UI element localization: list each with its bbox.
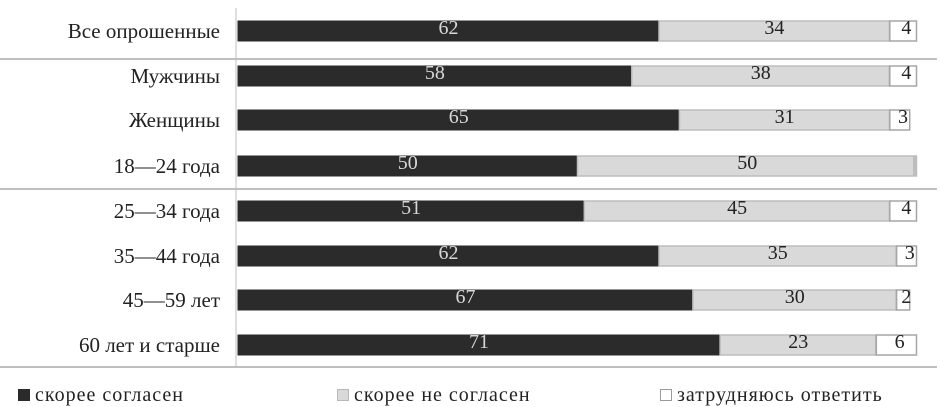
bar-undecided (889, 65, 918, 87)
value-label-disagree: 30 (785, 286, 805, 308)
category-label: 35—44 года (114, 244, 221, 268)
value-label-agree: 71 (469, 331, 489, 353)
value-label-agree: 62 (439, 17, 459, 39)
bar-undecided (889, 109, 911, 131)
bar-undecided (889, 200, 918, 222)
category-label: Женщины (129, 108, 220, 132)
legend-item-agree: скорее согласен (18, 384, 184, 406)
value-label-undecided: 4 (901, 17, 911, 39)
legend-label-undecided: затрудняюсь ответить (677, 384, 883, 406)
legend: скорее согласен скорее не согласен затру… (0, 384, 949, 407)
value-label-undecided: 2 (901, 286, 911, 308)
value-label-undecided: 3 (905, 242, 915, 264)
value-label-disagree: 23 (788, 331, 808, 353)
legend-item-undecided: затрудняюсь ответить (660, 384, 883, 406)
legend-label-agree: скорее согласен (35, 384, 184, 406)
category-label: 18—24 года (114, 154, 221, 178)
value-label-agree: 65 (449, 106, 469, 128)
value-label-undecided: 6 (895, 331, 905, 353)
category-label: 60 лет и старше (79, 333, 220, 357)
value-label-undecided: 4 (901, 197, 911, 219)
value-label-disagree: 34 (764, 17, 784, 39)
value-label-disagree: 35 (768, 242, 788, 264)
category-label: 25—34 года (114, 199, 221, 223)
legend-swatch-undecided (660, 389, 672, 401)
legend-label-disagree: скорее не согласен (354, 384, 531, 406)
bar-undecided (875, 334, 918, 356)
value-label-disagree: 50 (737, 152, 757, 174)
value-label-agree: 62 (439, 242, 459, 264)
value-label-undecided: 4 (901, 62, 911, 84)
value-label-undecided: 3 (898, 106, 908, 128)
bar-end-cap (913, 156, 917, 176)
category-label: Мужчины (130, 64, 220, 88)
bar-undecided (889, 20, 918, 42)
category-label: Все опрошенные (68, 19, 220, 43)
value-label-agree: 50 (398, 152, 418, 174)
legend-swatch-agree (18, 389, 30, 401)
legend-swatch-disagree (337, 389, 349, 401)
value-label-disagree: 45 (727, 197, 747, 219)
bar-undecided (895, 289, 911, 311)
legend-item-disagree: скорее не согласен (337, 384, 531, 406)
value-label-agree: 67 (456, 286, 476, 308)
value-label-agree: 51 (401, 197, 421, 219)
value-label-agree: 58 (425, 62, 445, 84)
value-label-disagree: 38 (751, 62, 771, 84)
bar-undecided (895, 245, 918, 267)
value-label-disagree: 31 (775, 106, 795, 128)
category-label: 45—59 лет (123, 288, 220, 312)
